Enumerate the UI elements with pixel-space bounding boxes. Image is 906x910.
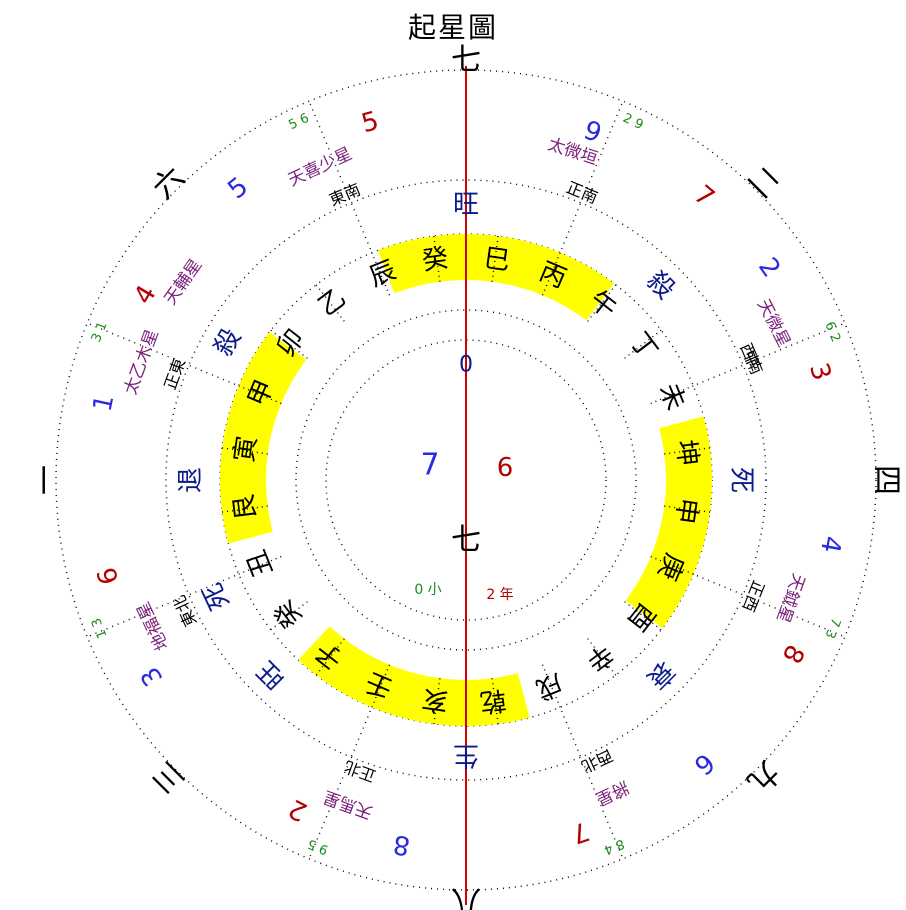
flying-star-number: 2 — [752, 252, 786, 283]
trigram-numeral: 九 — [740, 754, 786, 800]
direction-label: 西南 — [736, 340, 766, 377]
inner-ring-label: 巳 — [482, 243, 512, 276]
flying-star-number: 3 — [803, 360, 837, 385]
direction-label: 正東 — [160, 356, 189, 393]
star-name: 將星 — [592, 776, 631, 808]
inner-ring-label: 戌 — [531, 667, 566, 705]
flying-star-number: 4 — [814, 533, 846, 555]
star-name: 地福星 — [133, 598, 173, 653]
flying-star-number: 1 — [88, 392, 121, 414]
trigram-numeral: 一 — [29, 465, 64, 495]
small-star-pair: 8 4 — [602, 835, 627, 857]
direction-label: 東南 — [326, 180, 363, 210]
small-star-pair: 1 3 — [89, 616, 111, 641]
direction-label: 西北 — [578, 746, 615, 777]
flying-star-number: 8 — [776, 639, 810, 668]
status-word: 死 — [198, 578, 236, 614]
chart-title: 起星圖 — [407, 11, 498, 44]
flying-star-number: 7 — [688, 180, 720, 214]
status-word: 退 — [176, 467, 206, 493]
trigram-numeral: 七 — [451, 43, 481, 78]
star-name: 天微星 — [753, 296, 794, 351]
direction-label: 正北 — [342, 757, 379, 786]
status-word: 旺 — [453, 190, 479, 220]
small-star-pair: 2 9 — [620, 111, 645, 133]
inner-ring-label: 癸 — [269, 594, 309, 633]
status-word: 殺 — [641, 266, 681, 306]
direction-label: 中 — [739, 348, 763, 370]
inner-ring-label: 丁 — [623, 327, 663, 366]
center-ring — [325, 339, 607, 621]
star-name: 天馬星 — [321, 786, 376, 822]
star-name: 天鉞星 — [772, 571, 808, 626]
inner-ring-label: 乾 — [478, 684, 507, 717]
direction-label: 正西 — [739, 578, 769, 615]
center-right-small: 2 年 — [486, 587, 513, 603]
trigram-numeral: 八 — [451, 883, 481, 910]
trigram-numeral: 四 — [869, 465, 904, 495]
small-star-pair: 5 6 — [287, 111, 312, 133]
inner-ring-label: 癸 — [420, 243, 450, 276]
small-star-pair: 7 3 — [821, 616, 843, 641]
status-word: 生 — [453, 740, 479, 770]
inner-ring — [295, 309, 637, 651]
outer-ring — [55, 69, 877, 891]
sector-divider — [308, 710, 371, 860]
center-face: 七 — [451, 523, 481, 558]
status-word: 旺 — [252, 655, 292, 695]
center-blue-number: 7 — [420, 448, 439, 483]
trigram-numeral: 二 — [740, 160, 786, 206]
yellow-band-0 — [377, 234, 615, 321]
flying-star-number: 9 — [580, 115, 606, 149]
status-word: 殺 — [208, 324, 247, 362]
inner-ring-label: 申 — [669, 496, 702, 526]
yellow-band-1 — [625, 416, 712, 629]
inner-ring-label: 艮 — [229, 492, 262, 521]
flying-star-number: 6 — [92, 564, 125, 588]
flying-star-number: 5 — [358, 106, 382, 139]
yellow-band-2 — [298, 626, 530, 726]
trigram-numeral: 三 — [146, 754, 192, 800]
center-red-number: 6 — [497, 453, 514, 483]
inner-ring-label: 寅 — [229, 434, 262, 464]
small-star-pair: 6 2 — [821, 320, 843, 345]
star-name: 天輔星 — [161, 255, 207, 308]
flying-star-number: 7 — [568, 815, 593, 849]
trigram-numeral: 六 — [146, 160, 192, 206]
inner-ring-label: 坤 — [670, 438, 703, 467]
flying-star-number: 5 — [222, 172, 254, 206]
star-name: 太乙木星 — [121, 327, 163, 398]
flying-star-number: 8 — [391, 828, 413, 860]
center-left-small: 0 小 — [414, 582, 441, 598]
middle-ring — [165, 179, 767, 781]
inner-ring-label: 亥 — [420, 683, 450, 716]
flying-star-number: 6 — [688, 747, 720, 781]
sector-divider — [86, 322, 236, 385]
inner-ring-label: 丑 — [241, 545, 279, 580]
small-star-pair: 3 1 — [89, 320, 111, 345]
direction-label: 正南 — [564, 178, 601, 208]
inner-ring-label: 未 — [653, 379, 691, 414]
inner-ring-label: 乙 — [313, 283, 352, 323]
flying-star-number: 3 — [135, 661, 169, 691]
center-heading-digit: 0 — [459, 353, 473, 378]
small-star-pair: 9 5 — [306, 835, 331, 857]
sector-divider — [696, 575, 846, 638]
flying-star-number: 4 — [128, 280, 162, 309]
flying-star-number: 2 — [284, 793, 312, 827]
inner-ring-label: 辛 — [580, 637, 619, 677]
yellow-band-3 — [220, 331, 307, 544]
status-word: 死 — [726, 467, 756, 493]
status-word: 衰 — [641, 655, 681, 695]
direction-label: 東北 — [170, 592, 201, 629]
